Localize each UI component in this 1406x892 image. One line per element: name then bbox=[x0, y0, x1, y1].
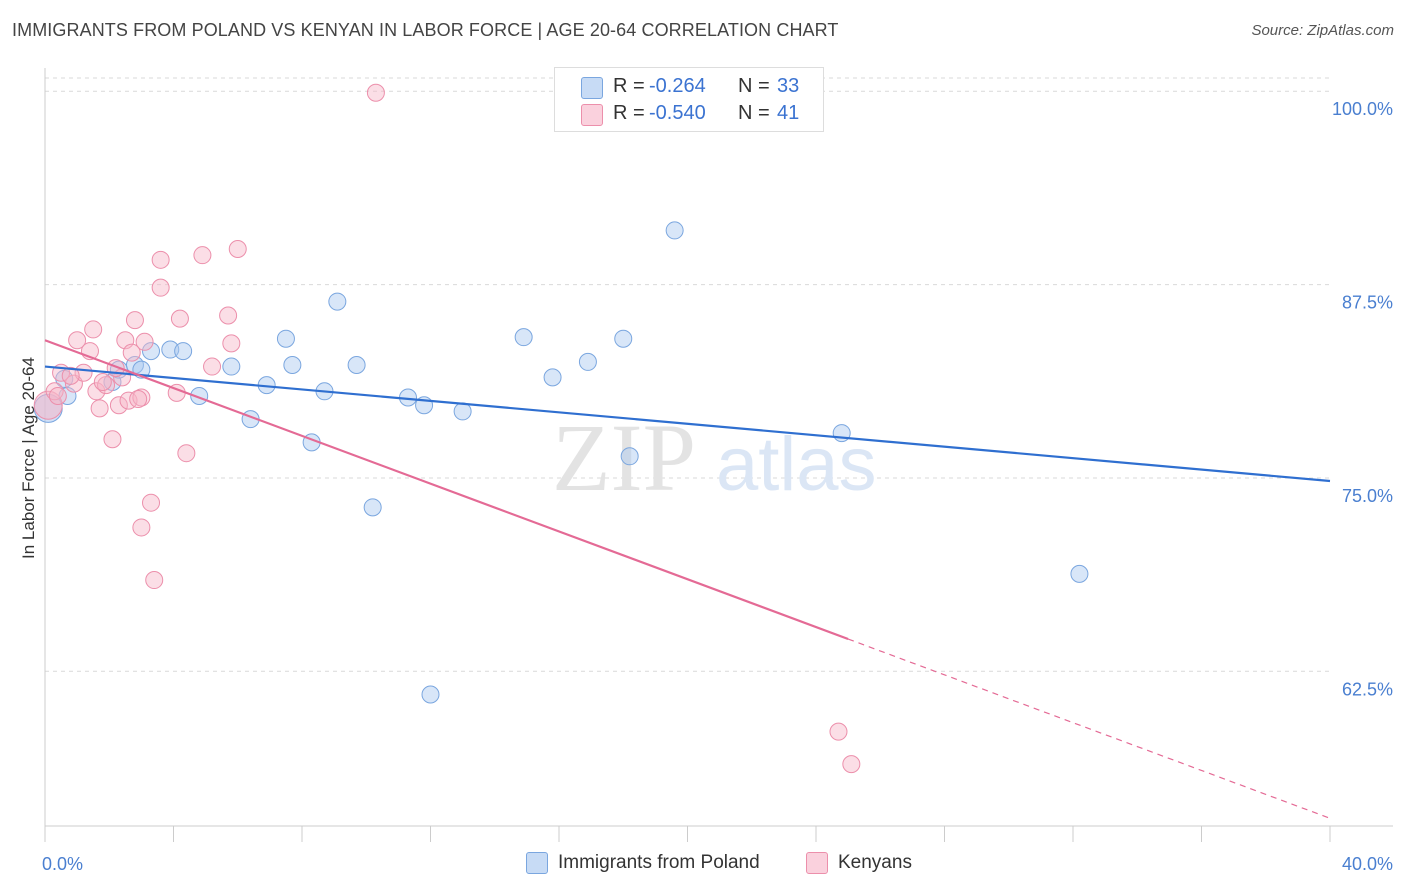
x-tick-label: 40.0% bbox=[1342, 854, 1393, 874]
y-axis-label: In Labor Force | Age 20-64 bbox=[19, 357, 38, 559]
data-point bbox=[93, 373, 112, 392]
data-point bbox=[366, 83, 385, 102]
y-tick-label: 100.0% bbox=[1332, 99, 1393, 119]
data-point bbox=[129, 390, 148, 409]
data-point bbox=[228, 239, 247, 258]
data-point bbox=[620, 447, 639, 466]
data-point bbox=[1070, 564, 1089, 583]
data-point bbox=[170, 309, 189, 328]
r-label: R = bbox=[613, 102, 645, 124]
data-point bbox=[151, 250, 170, 269]
data-point bbox=[61, 366, 80, 385]
data-point bbox=[125, 311, 144, 330]
data-point bbox=[161, 340, 180, 359]
source-label: Source: ZipAtlas.com bbox=[1251, 22, 1394, 39]
n-value: 41 bbox=[777, 102, 800, 124]
gridlines bbox=[45, 77, 1330, 672]
data-point bbox=[219, 306, 238, 325]
data-point bbox=[614, 329, 633, 348]
data-point bbox=[578, 352, 597, 371]
y-tick-label: 62.5% bbox=[1342, 679, 1393, 699]
trend-lines bbox=[44, 339, 1331, 819]
chart-title: IMMIGRANTS FROM POLAND VS KENYAN IN LABO… bbox=[12, 20, 839, 40]
correlation-legend: R = -0.264 N = 33 R = -0.540 N = 41 bbox=[554, 67, 824, 132]
data-point bbox=[174, 342, 193, 361]
data-point bbox=[103, 430, 122, 449]
poland-legend-label: Immigrants from Poland bbox=[558, 852, 760, 873]
data-point bbox=[132, 388, 151, 407]
data-point bbox=[87, 382, 106, 401]
data-point bbox=[829, 722, 848, 741]
kenyans-points bbox=[33, 83, 861, 774]
data-point bbox=[276, 329, 295, 348]
axes: 62.5% 75.0% 87.5% 100.0% 0.0% 40.0% bbox=[42, 68, 1393, 874]
data-point bbox=[177, 444, 196, 463]
watermark: ZIP atlas bbox=[552, 404, 877, 511]
data-point bbox=[347, 356, 366, 375]
data-point bbox=[142, 342, 161, 361]
data-point bbox=[97, 376, 116, 395]
data-point bbox=[453, 402, 472, 421]
data-point bbox=[193, 246, 212, 265]
data-point bbox=[151, 278, 170, 297]
data-point bbox=[33, 390, 63, 420]
data-point bbox=[842, 755, 861, 774]
kenyans-legend-label: Kenyans bbox=[838, 852, 912, 873]
data-point bbox=[68, 331, 87, 350]
data-point bbox=[283, 356, 302, 375]
y-tick-label: 75.0% bbox=[1342, 486, 1393, 506]
data-point bbox=[514, 328, 533, 347]
data-point bbox=[109, 396, 128, 415]
data-point bbox=[84, 320, 103, 339]
data-point bbox=[665, 221, 684, 240]
data-point bbox=[135, 332, 154, 351]
data-point bbox=[122, 343, 141, 362]
data-point bbox=[421, 685, 440, 704]
n-label: N = bbox=[738, 102, 770, 124]
y-tick-label: 87.5% bbox=[1342, 293, 1393, 313]
x-tick-label: 0.0% bbox=[42, 854, 83, 874]
data-point bbox=[132, 518, 151, 537]
data-point bbox=[203, 357, 222, 376]
data-point bbox=[142, 493, 161, 512]
data-point bbox=[543, 368, 562, 387]
watermark-atlas: atlas bbox=[716, 422, 877, 507]
n-label: N = bbox=[738, 75, 770, 97]
poland-trend-line bbox=[44, 365, 1331, 483]
data-point bbox=[222, 357, 241, 376]
poland-legend-swatch bbox=[526, 852, 548, 874]
kenyans-trend-extension bbox=[847, 638, 1331, 819]
kenyans-swatch bbox=[581, 104, 603, 126]
data-point bbox=[145, 571, 164, 590]
r-label: R = bbox=[613, 75, 645, 97]
data-point bbox=[363, 498, 382, 517]
kenyans-trend-line bbox=[44, 339, 849, 641]
data-point bbox=[48, 386, 67, 405]
data-point bbox=[222, 334, 241, 353]
poland-swatch bbox=[581, 77, 603, 99]
r-value: -0.264 bbox=[649, 75, 706, 97]
kenyans-legend-swatch bbox=[806, 852, 828, 874]
data-point bbox=[328, 292, 347, 311]
r-value: -0.540 bbox=[649, 102, 706, 124]
data-point bbox=[90, 399, 109, 418]
n-value: 33 bbox=[777, 75, 800, 97]
